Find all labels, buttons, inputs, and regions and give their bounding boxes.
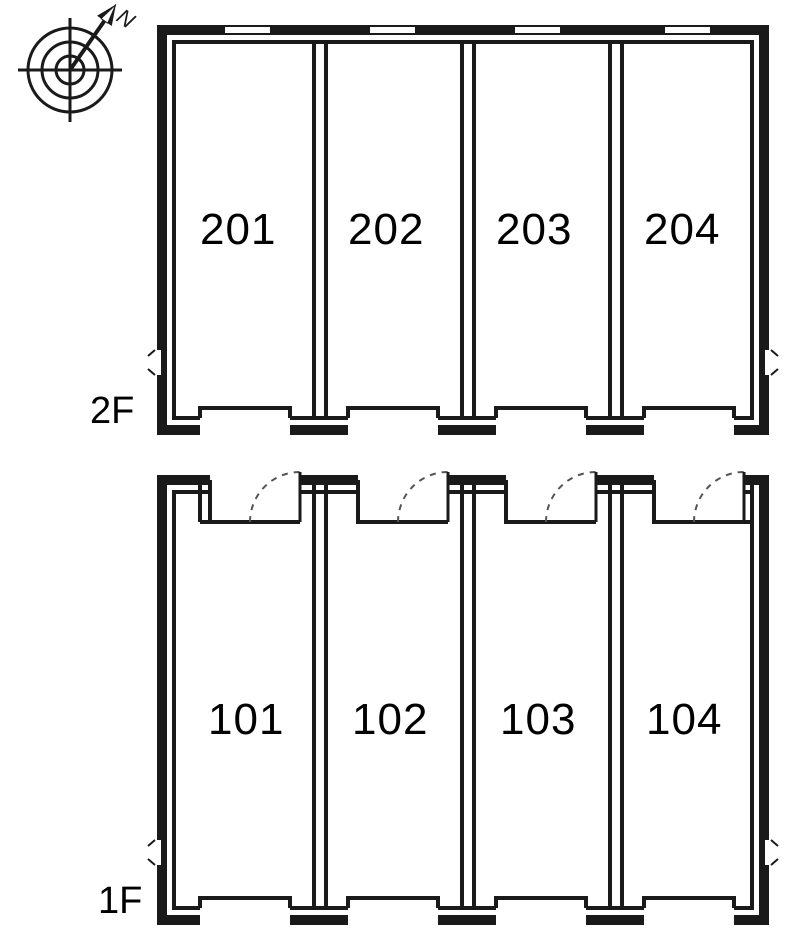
svg-text:N: N [112, 4, 139, 34]
unit-label: 203 [496, 205, 572, 255]
floor-label-1f: 1F [98, 880, 142, 923]
floor-label-2f: 2F [90, 390, 134, 433]
unit-label: 101 [208, 695, 284, 745]
unit-label: 201 [200, 205, 276, 255]
unit-label: 204 [644, 205, 720, 255]
unit-label: 202 [348, 205, 424, 255]
unit-label: 104 [646, 695, 722, 745]
unit-label: 102 [352, 695, 428, 745]
compass-icon: N [18, 0, 140, 122]
unit-label: 103 [500, 695, 576, 745]
floorplan-svg: N [0, 0, 800, 941]
